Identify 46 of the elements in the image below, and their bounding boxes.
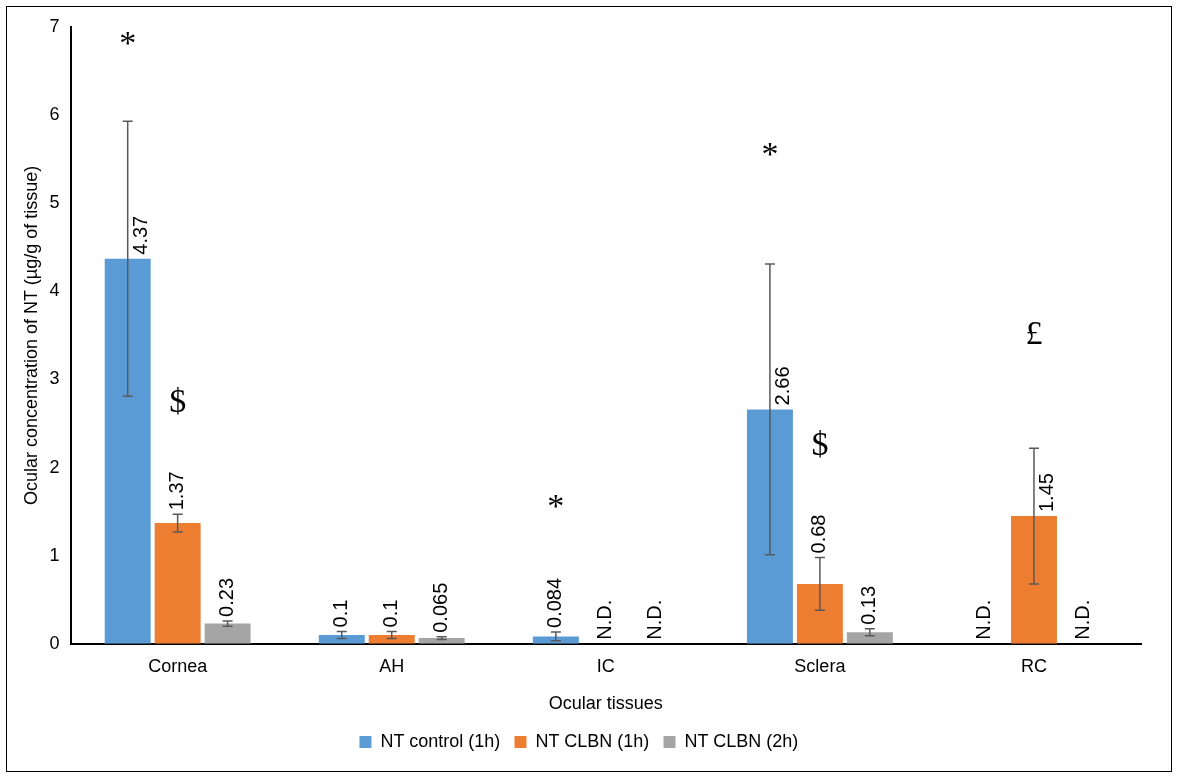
y-tick-label: 2: [49, 456, 60, 477]
data-label: 4.37: [129, 215, 152, 255]
y-tick-label: 6: [49, 104, 60, 125]
data-label: 0.23: [215, 577, 238, 617]
x-tick-label: Cornea: [148, 655, 209, 676]
bar: [104, 258, 151, 644]
y-tick-label: 7: [49, 15, 60, 36]
y-tick-label: 3: [49, 368, 60, 389]
text: N.D.: [593, 599, 616, 640]
annotation: *: [119, 24, 137, 62]
text: N.D.: [643, 599, 666, 640]
x-axis-title: Ocular tissues: [548, 693, 663, 714]
bar: [204, 623, 251, 644]
data-label: 0.084: [543, 577, 566, 628]
legend-label: NT control (1h): [380, 730, 501, 751]
annotation: £: [1025, 314, 1043, 352]
x-tick-label: IC: [596, 655, 615, 676]
text: N.D.: [1071, 599, 1094, 640]
text: N.D.: [971, 599, 994, 640]
bar: [746, 409, 793, 644]
data-label: 0.065: [429, 582, 452, 633]
annotation: *: [547, 487, 565, 525]
bar: [154, 523, 201, 644]
bar: [846, 632, 893, 644]
y-tick-label: 0: [49, 632, 60, 653]
legend-label: NT CLBN (2h): [684, 730, 799, 751]
data-label: 0.13: [857, 585, 880, 625]
bar: [1010, 516, 1057, 644]
data-label: 0.1: [379, 599, 402, 628]
x-tick-label: AH: [379, 655, 405, 676]
x-tick-label: RC: [1020, 655, 1047, 676]
y-axis-title: Ocular concentration of NT (µg/g of tissue): [20, 165, 41, 505]
data-label: 1.37: [165, 471, 188, 511]
data-label: 0.1: [329, 599, 352, 628]
x-tick-label: Sclera: [794, 655, 847, 676]
y-tick-label: 4: [49, 280, 60, 301]
y-tick-label: 5: [49, 192, 60, 213]
annotation: *: [761, 135, 779, 173]
data-label: 2.66: [771, 366, 794, 406]
bar: [796, 583, 843, 644]
data-label: 0.68: [807, 514, 830, 554]
y-tick-label: 1: [49, 544, 60, 565]
data-label: 1.45: [1035, 473, 1058, 513]
legend-label: NT CLBN (1h): [535, 730, 650, 751]
annotation: $: [169, 382, 187, 420]
annotation: $: [811, 425, 829, 463]
